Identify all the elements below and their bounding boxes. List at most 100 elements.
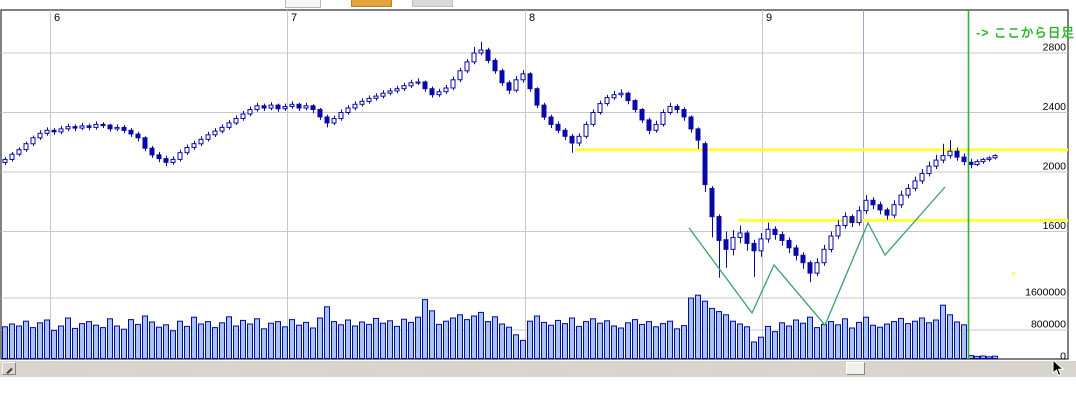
scrollbar-thumb[interactable] <box>846 362 865 375</box>
candle-bull <box>891 204 897 216</box>
candle-bull <box>653 123 659 131</box>
candle-bull <box>842 216 848 227</box>
candle-bull <box>170 158 176 163</box>
horizontal-scrollbar[interactable] <box>0 361 1076 377</box>
volume-bar <box>93 324 99 360</box>
candle-bear <box>149 147 155 156</box>
month-label: 6 <box>54 12 60 24</box>
candle-bear <box>135 133 141 139</box>
candle-bear <box>422 81 428 90</box>
toolbar-fragment-white-button[interactable] <box>285 0 321 8</box>
candle-bear <box>674 106 680 110</box>
candle-bull <box>947 150 953 157</box>
candle-bear <box>723 239 729 250</box>
candle-bull <box>114 126 120 130</box>
volume-bar <box>373 317 379 359</box>
candles-group <box>2 41 998 283</box>
volume-bar <box>618 327 624 359</box>
candle-bull <box>366 97 372 102</box>
candle-bull <box>415 81 421 84</box>
candle-bear <box>709 187 715 218</box>
candle-bull <box>30 137 36 145</box>
candle-bear <box>142 137 148 149</box>
grip-glyph-icon <box>6 367 13 375</box>
volume-bar <box>569 317 575 359</box>
candle-bear <box>296 103 302 109</box>
volume-bar <box>814 327 820 360</box>
candle-bull <box>177 152 183 160</box>
volume-bar <box>772 331 778 360</box>
candle-bear <box>646 119 652 131</box>
volume-bar <box>443 320 449 360</box>
candle-bear <box>688 116 694 130</box>
volume-bar <box>849 327 855 359</box>
volume-bar <box>415 316 421 360</box>
candle-bull <box>282 106 288 110</box>
candle-bear <box>716 216 722 241</box>
scrollbar-left-grip[interactable] <box>2 362 16 375</box>
month-label: 8 <box>529 12 535 24</box>
candle-bull <box>478 49 484 54</box>
volume-bar <box>534 315 540 359</box>
volume-bar <box>947 314 953 359</box>
candle-bear <box>849 216 855 224</box>
daily-switch-annotation: -> ここから日足 <box>976 26 1075 40</box>
volume-bar <box>646 321 652 360</box>
volume-bar <box>639 323 645 359</box>
candle-bull <box>212 130 218 136</box>
candle-bear <box>954 150 960 158</box>
volume-bar <box>394 325 400 359</box>
candle-bear <box>310 105 316 111</box>
volume-bar <box>352 325 358 359</box>
candle-bull <box>471 52 477 63</box>
volume-bar <box>9 323 15 359</box>
candle-bull <box>254 105 260 111</box>
volume-bar <box>765 325 771 359</box>
volume-bar <box>359 321 365 359</box>
volume-bar <box>674 328 680 359</box>
volume-bar <box>100 327 106 360</box>
candle-bull <box>387 90 393 94</box>
candle-bull <box>814 262 820 274</box>
volume-bar <box>926 322 932 359</box>
volume-bar <box>604 320 610 359</box>
volume-bar <box>555 319 561 359</box>
price-volume-chart: 6 7 8 9 2800 2400 2000 1600 1600000 800000 0 <box>0 9 1069 360</box>
volume-bar <box>863 316 869 360</box>
candle-bull <box>513 79 519 91</box>
volume-bar <box>380 322 386 360</box>
volume-bar <box>681 325 687 360</box>
candle-bear <box>485 49 491 61</box>
candle-bull <box>660 112 666 125</box>
volume-bar <box>527 320 533 360</box>
volume-bar <box>625 322 631 359</box>
candle-bear <box>548 116 554 125</box>
volume-bar <box>37 322 43 359</box>
volume-bar <box>576 325 582 359</box>
candle-bear <box>632 100 638 110</box>
volume-bar <box>23 320 29 360</box>
candle-bull <box>450 79 456 89</box>
candle-bull <box>520 73 526 81</box>
candle-bull <box>93 123 99 128</box>
price-tick-label: 2800 <box>1043 42 1067 54</box>
candle-bull <box>289 103 295 108</box>
volume-bar <box>919 317 925 359</box>
candle-bear <box>541 104 547 118</box>
candle-bull <box>737 232 743 238</box>
volume-bar <box>898 317 904 359</box>
candle-bull <box>16 149 22 155</box>
toolbar-fragment-orange-button[interactable] <box>351 0 392 7</box>
toolbar-fragment-gray-button[interactable] <box>412 0 453 7</box>
volume-bar <box>163 324 169 359</box>
candle-bear <box>562 129 568 137</box>
candle-bear <box>261 105 267 109</box>
candle-bear <box>128 129 134 135</box>
volume-bar <box>226 316 232 359</box>
volume-bar <box>310 327 316 359</box>
volume-bar <box>940 304 946 360</box>
candle-bull <box>590 112 596 125</box>
volume-bar <box>737 323 743 359</box>
candle-bull <box>765 228 771 240</box>
